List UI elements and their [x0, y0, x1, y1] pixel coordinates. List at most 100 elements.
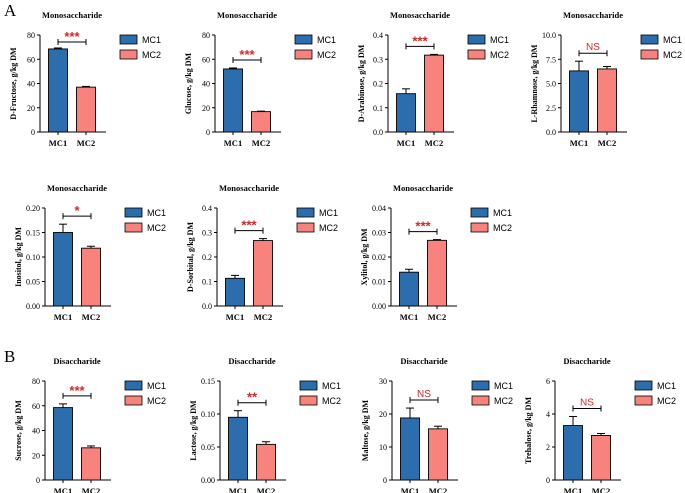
bar-mc1	[53, 232, 73, 307]
x-tick-label: MC2	[428, 312, 446, 322]
chart-title: Monosaccharide	[217, 10, 277, 20]
legend-swatch-mc2	[299, 395, 318, 406]
y-tick-label: 0.05	[201, 443, 215, 452]
section-label-a: A	[4, 1, 17, 20]
y-axis-label: Trehalose, g/kg DM	[524, 397, 533, 464]
legend-swatch-mc2	[640, 49, 659, 60]
bar-mc2	[76, 86, 96, 133]
chart-title: Monosaccharide	[393, 183, 453, 193]
legend-swatch-mc1	[294, 34, 313, 45]
x-tick-label: MC1	[397, 138, 415, 148]
y-axis-label: D-Sorbital, g/kg DM	[186, 222, 195, 292]
y-tick-label: 0.4	[202, 204, 212, 213]
x-tick-label: MC1	[54, 312, 72, 322]
legend-swatch-mc2	[467, 49, 486, 60]
y-tick-label: 0	[383, 476, 387, 485]
y-tick-label: 60	[202, 55, 210, 64]
y-tick-label: 20	[202, 104, 210, 113]
x-tick-label: MC1	[400, 312, 418, 322]
y-tick-label: 0.15	[201, 377, 215, 386]
y-tick-label: 7.5	[546, 55, 556, 64]
significance-label: ***	[64, 29, 80, 44]
legend-label-mc2: MC2	[317, 50, 336, 60]
significance-label: **	[247, 390, 258, 405]
x-tick-label: MC1	[401, 486, 419, 493]
legend-label-mc1: MC1	[147, 381, 166, 391]
legend-label-mc2: MC2	[494, 396, 513, 406]
bar-chart-10: Disaccharide Maltose, g/kg DM 0 10 20 30 MC1 MC…	[361, 356, 513, 493]
y-tick-label: 0.00	[26, 302, 40, 311]
y-tick-label: 0.1	[373, 104, 383, 113]
y-tick-label: 0.05	[26, 278, 40, 287]
y-tick-label: 0	[546, 476, 550, 485]
legend-label-mc2: MC2	[657, 396, 676, 406]
y-tick-label: 0.15	[26, 229, 40, 238]
legend-label-mc2: MC2	[319, 223, 338, 233]
bar-chart-6: Monosaccharide D-Sorbital, g/kg DM 0.0 0.1 0…	[186, 183, 338, 322]
bar-chart-5: Monosaccharide Inositol, g/kg DM 0.00 0.05 0…	[14, 183, 166, 322]
bar-mc2	[256, 443, 276, 481]
legend-label-mc1: MC1	[490, 35, 509, 45]
y-tick-label: 0.03	[372, 229, 386, 238]
y-tick-label: 0.0	[202, 302, 212, 311]
x-tick-label: MC2	[257, 486, 275, 493]
legend-label-mc1: MC1	[493, 208, 512, 218]
y-tick-label: 2.5	[546, 104, 556, 113]
y-axis-label: Maltose, g/kg DM	[361, 400, 370, 462]
significance-label: ***	[412, 33, 428, 48]
legend-label-mc1: MC1	[663, 35, 682, 45]
x-tick-label: MC2	[425, 138, 443, 148]
y-tick-label: 0.1	[202, 278, 212, 287]
y-tick-label: 0.2	[202, 253, 212, 262]
y-tick-label: 40	[27, 80, 35, 89]
y-tick-label: 0.0	[373, 128, 383, 137]
y-tick-label: 10	[379, 443, 387, 452]
y-tick-label: 60	[27, 55, 35, 64]
legend-swatch-mc1	[299, 380, 318, 391]
chart-title: Disaccharide	[53, 356, 100, 366]
significance-label: *	[74, 203, 80, 218]
bar-chart-3: Monosaccharide D-Arabinose, g/kg DM 0.0 0.1…	[357, 10, 509, 148]
significance-label: NS	[417, 389, 431, 400]
legend-swatch-mc2	[471, 395, 490, 406]
legend-swatch-mc1	[467, 34, 486, 45]
bar-mc1	[225, 277, 245, 307]
chart-title: Monosaccharide	[47, 183, 107, 193]
legend-label-mc1: MC1	[494, 381, 513, 391]
y-tick-label: 40	[202, 80, 210, 89]
x-tick-label: MC1	[564, 486, 582, 493]
chart-title: Monosaccharide	[563, 10, 623, 20]
legend-swatch-mc1	[471, 380, 490, 391]
significance-label: ***	[239, 47, 255, 62]
chart-title: Disaccharide	[228, 356, 275, 366]
legend-swatch-mc1	[119, 34, 138, 45]
x-tick-label: MC1	[224, 138, 242, 148]
legend-swatch-mc1	[634, 380, 653, 391]
section-label-b: B	[4, 347, 15, 366]
x-tick-label: MC2	[252, 138, 270, 148]
y-tick-label: 0.2	[373, 80, 383, 89]
y-tick-label: 0	[36, 476, 40, 485]
y-tick-label: 0.10	[201, 410, 215, 419]
x-tick-label: MC2	[77, 138, 95, 148]
legend-swatch-mc2	[294, 49, 313, 60]
y-axis-label: Inositol, g/kg DM	[14, 227, 23, 287]
y-tick-label: 0.10	[26, 253, 40, 262]
y-tick-label: 60	[32, 402, 40, 411]
bar-mc1	[399, 271, 419, 307]
x-tick-label: MC1	[229, 486, 247, 493]
legend-label-mc1: MC1	[657, 381, 676, 391]
legend-label-mc1: MC1	[142, 35, 161, 45]
bar-mc2	[591, 435, 611, 481]
bar-mc1	[396, 93, 416, 133]
x-tick-label: MC1	[54, 486, 72, 493]
legend-label-mc2: MC2	[493, 223, 512, 233]
y-tick-label: 10.0	[542, 31, 556, 40]
chart-title: Monosaccharide	[219, 183, 279, 193]
legend-swatch-mc2	[119, 49, 138, 60]
legend-label-mc2: MC2	[490, 50, 509, 60]
y-tick-label: 0.01	[372, 278, 386, 287]
significance-label: NS	[580, 397, 594, 408]
y-tick-label: 4	[546, 410, 550, 419]
